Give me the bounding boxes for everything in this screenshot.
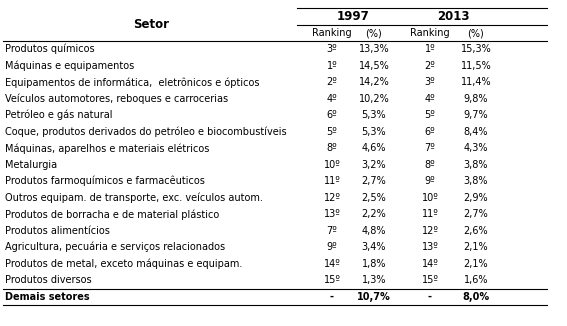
Text: 2,1%: 2,1% [464,259,488,269]
Text: 5º: 5º [425,110,435,120]
Text: Produtos farmoquímicos e farmacêuticos: Produtos farmoquímicos e farmacêuticos [5,176,205,186]
Text: Agricultura, pecuária e serviços relacionados: Agricultura, pecuária e serviços relacio… [5,242,225,253]
Text: 10º: 10º [324,160,340,170]
Text: Setor: Setor [133,18,169,31]
Text: 7º: 7º [425,143,435,153]
Text: Veículos automotores, reboques e carrocerias: Veículos automotores, reboques e carroce… [5,94,228,104]
Text: 6º: 6º [327,110,337,120]
Text: 4,8%: 4,8% [362,226,386,236]
Text: 1º: 1º [425,44,435,54]
Text: 9,7%: 9,7% [464,110,488,120]
Text: 4º: 4º [327,94,337,104]
Text: 4,3%: 4,3% [464,143,488,153]
Text: 1997: 1997 [337,10,369,23]
Text: 2º: 2º [425,61,435,71]
Text: Máquinas, aparelhos e materiais elétricos: Máquinas, aparelhos e materiais elétrico… [5,143,209,154]
Text: 8,4%: 8,4% [464,127,488,137]
Text: 3,2%: 3,2% [362,160,386,170]
Text: 14,5%: 14,5% [358,61,390,71]
Text: 2,7%: 2,7% [362,176,386,186]
Text: 5,3%: 5,3% [362,110,386,120]
Text: 3,8%: 3,8% [464,160,488,170]
Text: 9º: 9º [327,242,337,252]
Text: 8º: 8º [425,160,435,170]
Text: 11º: 11º [421,209,438,219]
Text: 2013: 2013 [437,10,469,23]
Text: Máquinas e equipamentos: Máquinas e equipamentos [5,61,134,71]
Text: 15º: 15º [324,275,341,285]
Text: 3º: 3º [327,44,337,54]
Text: 1,6%: 1,6% [464,275,488,285]
Text: Metalurgia: Metalurgia [5,160,57,170]
Text: -: - [330,292,334,302]
Text: 9,8%: 9,8% [464,94,488,104]
Text: 2,6%: 2,6% [464,226,488,236]
Text: 3,4%: 3,4% [362,242,386,252]
Text: 1,3%: 1,3% [362,275,386,285]
Text: 8º: 8º [327,143,337,153]
Text: 10º: 10º [421,193,438,203]
Text: (%): (%) [468,28,484,38]
Text: Produtos de borracha e de material plástico: Produtos de borracha e de material plást… [5,209,219,219]
Text: -: - [428,292,432,302]
Text: 4º: 4º [425,94,435,104]
Text: 13,3%: 13,3% [359,44,390,54]
Text: 1º: 1º [327,61,337,71]
Text: Equipamentos de informática,  eletrônicos e ópticos: Equipamentos de informática, eletrônicos… [5,77,260,87]
Text: 14º: 14º [324,259,340,269]
Text: 2,9%: 2,9% [464,193,488,203]
Text: 11,5%: 11,5% [460,61,492,71]
Text: Petróleo e gás natural: Petróleo e gás natural [5,110,112,121]
Text: Ranking: Ranking [410,28,450,38]
Text: 2,2%: 2,2% [362,209,386,219]
Text: 15º: 15º [421,275,438,285]
Text: Outros equipam. de transporte, exc. veículos autom.: Outros equipam. de transporte, exc. veíc… [5,192,263,203]
Text: 14º: 14º [421,259,438,269]
Text: Produtos diversos: Produtos diversos [5,275,92,285]
Text: 1,8%: 1,8% [362,259,386,269]
Text: 2,7%: 2,7% [464,209,488,219]
Text: 2º: 2º [327,77,337,87]
Text: (%): (%) [366,28,382,38]
Text: Produtos alimentícios: Produtos alimentícios [5,226,110,236]
Text: Ranking: Ranking [312,28,352,38]
Text: 2,1%: 2,1% [464,242,488,252]
Text: 9º: 9º [425,176,435,186]
Text: 3,8%: 3,8% [464,176,488,186]
Text: 11,4%: 11,4% [460,77,492,87]
Text: 13º: 13º [421,242,438,252]
Text: 13º: 13º [324,209,340,219]
Text: 2,5%: 2,5% [362,193,386,203]
Text: Produtos químicos: Produtos químicos [5,44,95,54]
Text: 5,3%: 5,3% [362,127,386,137]
Text: 10,2%: 10,2% [358,94,390,104]
Text: 7º: 7º [327,226,337,236]
Text: 11º: 11º [324,176,340,186]
Text: Coque, produtos derivados do petróleo e biocombustíveis: Coque, produtos derivados do petróleo e … [5,126,287,137]
Text: 14,2%: 14,2% [358,77,390,87]
Text: 12º: 12º [421,226,438,236]
Text: 3º: 3º [425,77,435,87]
Text: 5º: 5º [327,127,337,137]
Text: 10,7%: 10,7% [357,292,391,302]
Text: Demais setores: Demais setores [5,292,90,302]
Text: Produtos de metal, exceto máquinas e equipam.: Produtos de metal, exceto máquinas e equ… [5,259,242,269]
Text: 12º: 12º [324,193,341,203]
Text: 6º: 6º [425,127,435,137]
Text: 4,6%: 4,6% [362,143,386,153]
Text: 15,3%: 15,3% [460,44,492,54]
Text: 8,0%: 8,0% [463,292,489,302]
